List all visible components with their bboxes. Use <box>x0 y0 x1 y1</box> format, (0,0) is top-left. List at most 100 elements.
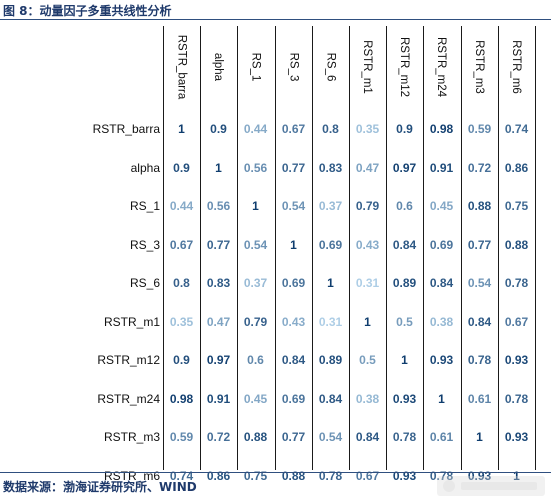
source-divider <box>0 472 551 473</box>
matrix-cell: 0.72 <box>206 430 231 444</box>
matrix-cell: 0.8 <box>173 276 190 290</box>
matrix-cell: 0.89 <box>392 276 417 290</box>
matrix-cell: 0.89 <box>318 353 343 367</box>
matrix-cell: 0.54 <box>318 430 343 444</box>
column-header-label: RSTR_m24 <box>435 36 448 98</box>
matrix-cell: 1 <box>178 122 185 136</box>
matrix-cell: 0.77 <box>281 161 306 175</box>
matrix-cell: 0.93 <box>504 353 529 367</box>
matrix-cell: 0.84 <box>429 276 454 290</box>
matrix-cell: 0.31 <box>355 276 380 290</box>
matrix-cell: 0.6 <box>396 199 413 213</box>
column-header-label: RS_1 <box>249 52 261 82</box>
matrix-cell: 0.8 <box>322 122 339 136</box>
matrix-cell: 1 <box>476 430 483 444</box>
column-header: RSTR_m12 <box>386 26 422 108</box>
matrix-cell: 0.38 <box>355 392 380 406</box>
matrix-cell: 0.78 <box>504 392 529 406</box>
matrix-cell: 0.88 <box>243 430 268 444</box>
column-header-label: RSTR_m6 <box>510 40 522 94</box>
column-divider <box>423 26 424 470</box>
matrix-cell: 1 <box>364 315 371 329</box>
matrix-cell: 0.61 <box>429 430 454 444</box>
matrix-cell: 0.45 <box>243 392 268 406</box>
matrix-cell: 0.43 <box>281 315 306 329</box>
matrix-cell: 0.98 <box>429 122 454 136</box>
row-label: RSTR_m3 <box>103 430 160 444</box>
column-header-label: alpha <box>211 52 224 82</box>
column-header: RSTR_barra <box>163 26 199 108</box>
column-divider <box>461 26 462 470</box>
matrix-cell: 0.9 <box>173 161 190 175</box>
matrix-cell: 0.77 <box>281 430 306 444</box>
column-header: RSTR_m1 <box>349 26 385 108</box>
matrix-cell: 1 <box>215 161 222 175</box>
matrix-cell: 0.47 <box>355 161 380 175</box>
source-note: 数据来源：渤海证券研究所、WIND <box>3 480 197 494</box>
matrix-cell: 1 <box>438 392 445 406</box>
matrix-cell: 0.97 <box>392 161 417 175</box>
column-divider <box>275 26 276 470</box>
matrix-cell: 0.69 <box>281 392 306 406</box>
matrix-cell: 1 <box>401 353 408 367</box>
matrix-cell: 0.77 <box>467 238 492 252</box>
matrix-cell: 0.93 <box>429 353 454 367</box>
matrix-cell: 0.67 <box>169 238 194 252</box>
column-divider <box>498 26 499 470</box>
matrix-cell: 0.67 <box>281 122 306 136</box>
matrix-cell: 0.9 <box>210 122 227 136</box>
matrix-cell: 0.84 <box>281 353 306 367</box>
column-divider <box>200 26 201 470</box>
matrix-cell: 0.77 <box>206 238 231 252</box>
column-divider <box>535 26 536 470</box>
matrix-cell: 0.93 <box>504 430 529 444</box>
column-header: RSTR_m3 <box>461 26 497 108</box>
matrix-cell: 0.98 <box>169 392 194 406</box>
matrix-cell: 0.37 <box>243 276 268 290</box>
matrix-cell: 0.35 <box>355 122 380 136</box>
matrix-cell: 1 <box>290 238 297 252</box>
row-label: RSTR_barra <box>92 122 160 136</box>
matrix-cell: 0.86 <box>504 161 529 175</box>
matrix-cell: 0.47 <box>206 315 231 329</box>
matrix-cell: 0.78 <box>392 430 417 444</box>
column-header-label: RS_3 <box>287 52 299 82</box>
matrix-cell: 1 <box>252 199 259 213</box>
matrix-cell: 0.75 <box>243 469 268 483</box>
matrix-cell: 0.91 <box>429 161 454 175</box>
matrix-cell: 0.37 <box>318 199 343 213</box>
matrix-cell: 0.35 <box>169 315 194 329</box>
column-header: RSTR_m6 <box>498 26 534 108</box>
matrix-cell: 0.84 <box>318 392 343 406</box>
column-header: alpha <box>200 26 236 108</box>
matrix-cell: 0.9 <box>396 122 413 136</box>
matrix-cell: 0.84 <box>392 238 417 252</box>
matrix-cell: 0.56 <box>206 199 231 213</box>
matrix-cell: 0.54 <box>281 199 306 213</box>
column-header: RS_6 <box>312 26 348 108</box>
column-divider <box>349 26 350 470</box>
matrix-cell: 0.83 <box>206 276 231 290</box>
matrix-cell: 0.88 <box>281 469 306 483</box>
column-divider <box>312 26 313 470</box>
matrix-cell: 0.5 <box>359 353 376 367</box>
figure-title: 图 8：动量因子多重共线性分析 <box>3 4 172 18</box>
matrix-cell: 0.54 <box>243 238 268 252</box>
matrix-cell: 1 <box>498 457 535 495</box>
matrix-cell: 0.86 <box>206 469 231 483</box>
matrix-cell: 0.84 <box>355 430 380 444</box>
matrix-cell: 0.54 <box>467 276 492 290</box>
matrix-cell: 0.43 <box>355 238 380 252</box>
matrix-cell: 0.88 <box>467 199 492 213</box>
matrix-cell: 0.97 <box>206 353 231 367</box>
column-header: RS_1 <box>237 26 273 108</box>
matrix-cell: 0.67 <box>355 469 380 483</box>
matrix-cell: 0.74 <box>504 122 529 136</box>
matrix-cell: 0.83 <box>318 161 343 175</box>
matrix-cell: 0.67 <box>504 315 529 329</box>
column-header-label: RS_6 <box>324 52 336 82</box>
matrix-cell: 0.84 <box>467 315 492 329</box>
row-label: RSTR_m12 <box>97 353 160 367</box>
matrix-cell: 0.75 <box>504 199 529 213</box>
matrix-cell: 0.91 <box>206 392 231 406</box>
